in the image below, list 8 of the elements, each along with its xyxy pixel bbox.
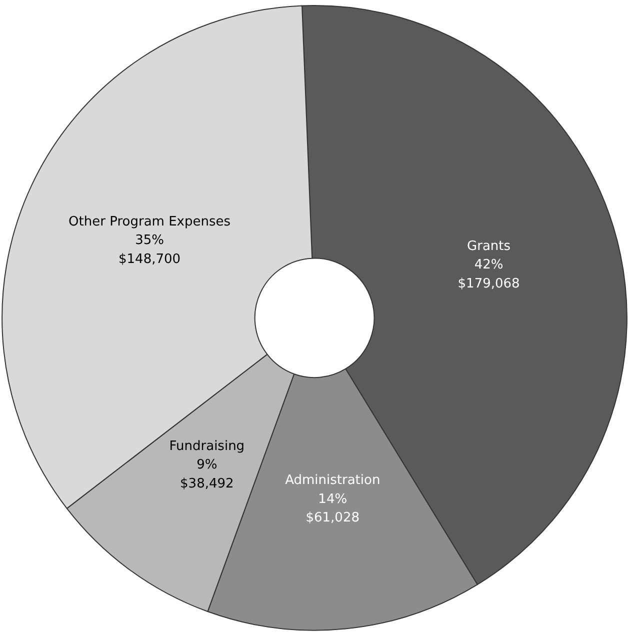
data-label: 42% $179,068 — [458, 258, 520, 292]
slice-label: Grants — [467, 238, 511, 254]
slice-label: Fundraising — [169, 438, 245, 454]
data-label: 35% $148,700 — [118, 233, 181, 267]
data-label: 14% $61,028 — [306, 492, 360, 526]
data-label: 9% $38,492 — [180, 458, 234, 492]
slice-label: Administration — [285, 473, 380, 488]
slice-label: Other Program Expenses — [68, 214, 231, 230]
